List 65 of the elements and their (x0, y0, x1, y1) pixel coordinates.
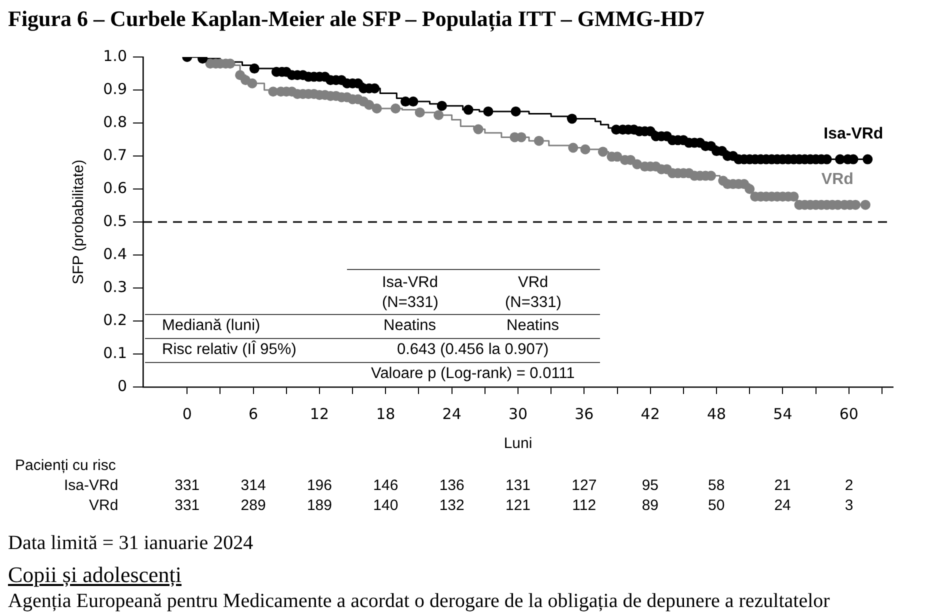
x-tick-label: 36 (574, 404, 594, 423)
annotation: Mediană (luni) (162, 317, 260, 335)
annotation: Isa-VRd (382, 274, 438, 292)
y-tick-label: 1.0 (103, 46, 127, 65)
series-label: Isa-VRd (824, 126, 884, 143)
x-tick-label: 0 (182, 404, 192, 423)
text: Data limită = 31 ianuarie 2024 (8, 532, 254, 554)
x-tick-label: 30 (508, 404, 528, 423)
annotation: 0.643 (0.456 la 0.907) (397, 341, 549, 359)
y-tick-label: 0.9 (103, 80, 127, 98)
text: 50 (708, 496, 725, 514)
y-tick-label: 0.5 (103, 212, 127, 230)
text: 3 (844, 496, 854, 514)
x-tick-label: 18 (376, 404, 396, 423)
text: 95 (642, 476, 659, 494)
y-axis-title: SFP (probabilitate) (70, 160, 88, 284)
text: Copii și adolescenți (8, 562, 182, 587)
y-tick-label: 0.7 (103, 146, 127, 164)
text: 314 (240, 476, 266, 494)
x-tick-label: 6 (248, 404, 258, 423)
x-tick-label: 12 (310, 404, 330, 423)
x-tick-label: 24 (442, 404, 462, 423)
x-tick-label: 60 (839, 404, 858, 423)
text: 196 (306, 476, 332, 494)
annotation: Valoare p (Log-rank) = 0.0111 (371, 365, 575, 383)
text: Pacienți cu risc (15, 456, 116, 474)
text: 132 (439, 496, 464, 514)
text: 136 (439, 476, 464, 494)
y-tick-label: 0.2 (103, 310, 127, 329)
text: 131 (506, 476, 531, 494)
text: 58 (708, 476, 725, 494)
x-tick-label: 42 (640, 404, 660, 423)
text: 24 (774, 496, 791, 514)
annotation: (N=331) (382, 294, 438, 312)
text: 127 (572, 476, 597, 494)
text: 89 (642, 496, 659, 514)
text: 189 (306, 496, 332, 514)
annotation: VRd (518, 274, 548, 292)
text: 331 (174, 496, 200, 514)
annotation: Neatins (506, 317, 560, 335)
y-tick-label: 0 (117, 376, 127, 395)
text: 331 (174, 476, 200, 494)
text: Agenția Europeană pentru Medicamente a acordat o derogare de la obligația de depunere a rezultatelor (8, 590, 830, 612)
text: 140 (373, 496, 398, 514)
x-tick-label: 48 (706, 404, 726, 423)
text: 2 (844, 476, 854, 494)
series-label: VRd (821, 171, 854, 188)
y-tick-label: 0.6 (103, 178, 127, 197)
y-tick-label: 0.3 (103, 278, 127, 296)
text: 112 (572, 496, 596, 514)
text: Isa-VRd (64, 476, 118, 494)
y-tick-label: 0.8 (103, 112, 127, 131)
x-tick-label: 54 (773, 404, 792, 423)
chart-title: Figura 6 – Curbele Kaplan-Meier ale SFP – Populația ITT – GMMG-HD7 (8, 6, 704, 31)
y-tick-label: 0.1 (103, 344, 127, 362)
annotation: Neatins (384, 317, 436, 335)
y-tick-label: 0.4 (103, 244, 127, 263)
text: 121 (506, 496, 531, 514)
annotation: Risc relativ (IÎ 95%) (162, 341, 296, 359)
annotation: (N=331) (505, 294, 562, 312)
text: 289 (240, 496, 266, 514)
text: 21 (774, 476, 791, 494)
text: 146 (373, 476, 398, 494)
text: VRd (89, 496, 118, 514)
x-axis-title: Luni (504, 435, 532, 452)
